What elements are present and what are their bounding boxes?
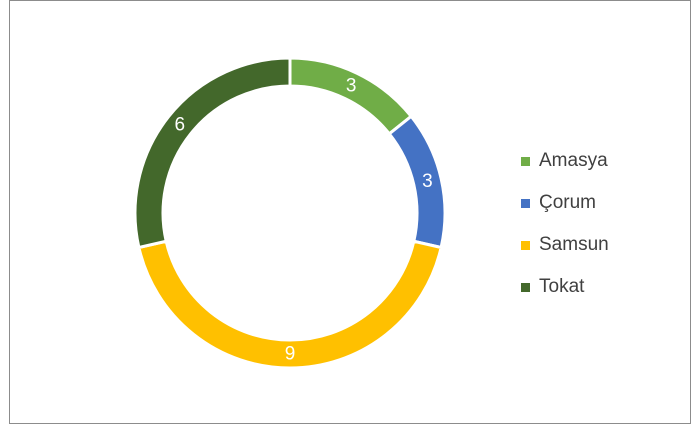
legend-swatch	[521, 156, 530, 166]
data-label-samsun: 9	[285, 344, 296, 365]
legend-swatch	[521, 240, 530, 250]
chart-legend: Amasya Çorum Samsun Tokat	[521, 140, 609, 308]
legend-item-samsun: Samsun	[521, 224, 609, 266]
legend-label: Tokat	[539, 276, 585, 297]
donut-slices	[133, 56, 447, 370]
legend-label: Çorum	[539, 192, 597, 213]
legend-label: Samsun	[539, 234, 609, 255]
data-label-amasya: 3	[346, 75, 357, 96]
legend-swatch	[521, 282, 530, 292]
legend-item-tokat: Tokat	[521, 266, 609, 308]
legend-item-amasya: Amasya	[521, 140, 609, 182]
donut-data-labels: 3 3 9 6	[174, 75, 432, 364]
slice-çorum	[387, 114, 447, 250]
data-label-tokat: 6	[174, 115, 185, 136]
data-label-çorum: 3	[422, 171, 433, 192]
legend-item-çorum: Çorum	[521, 182, 609, 224]
slice-tokat	[133, 56, 292, 250]
legend-swatch	[521, 198, 530, 208]
legend-label: Amasya	[539, 150, 608, 171]
